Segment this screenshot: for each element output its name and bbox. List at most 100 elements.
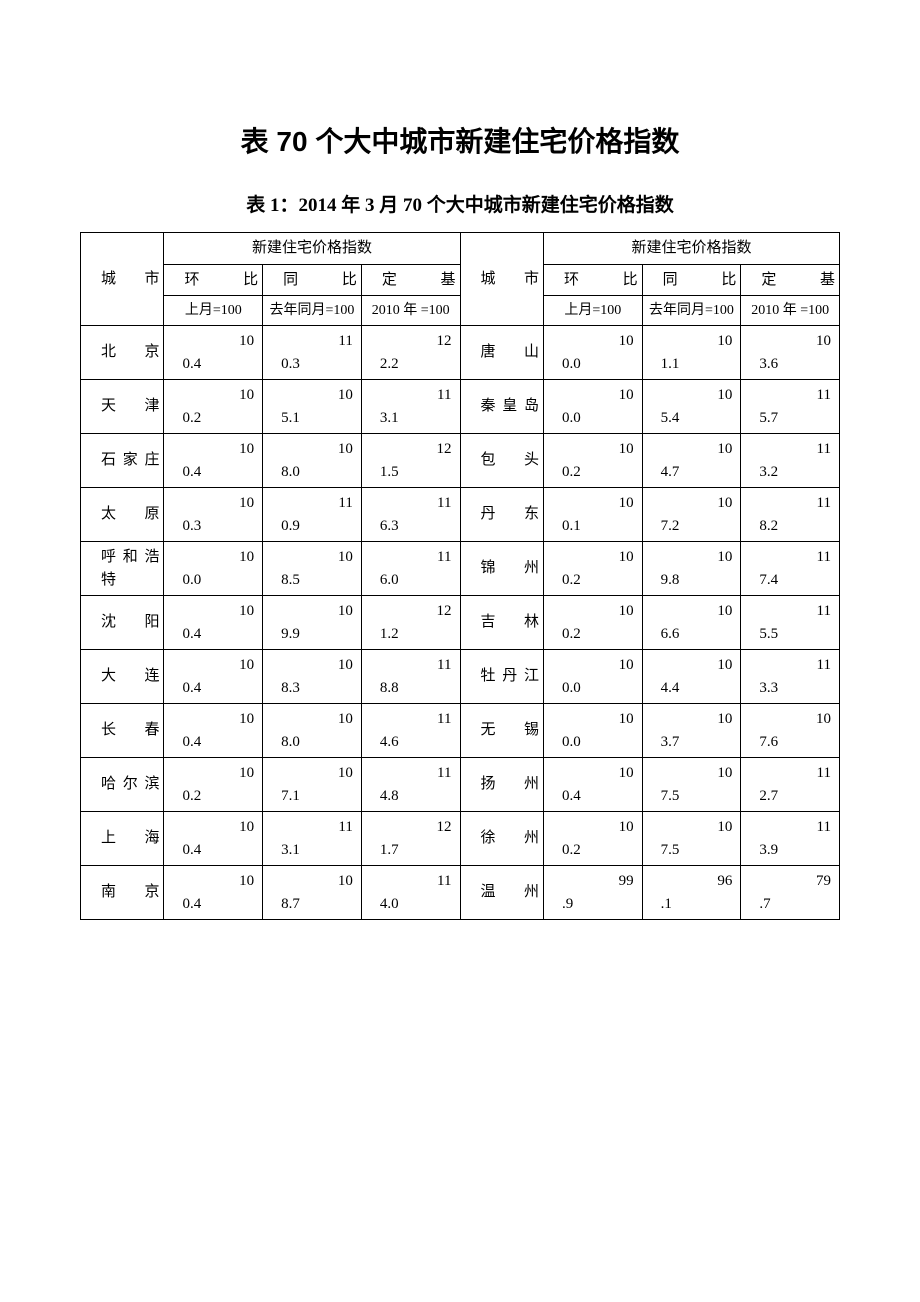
main-title: 表 70 个大中城市新建住宅价格指数 (80, 120, 840, 160)
value-cell: 100.4 (164, 650, 263, 704)
header-col1-right: 环比 (543, 264, 642, 296)
city-cell: 南 京 (81, 866, 164, 920)
value-cell: 109.8 (642, 542, 741, 596)
value-cell: 116.0 (361, 542, 460, 596)
city-cell: 哈 尔 滨 (81, 758, 164, 812)
header-city-right: 城市 (460, 233, 543, 326)
value-cell: 108.5 (263, 542, 362, 596)
value-cell: 113.1 (263, 812, 362, 866)
value-cell: 109.9 (263, 596, 362, 650)
table-row: 上 海100.4113.1121.7徐 州100.2107.5113.9 (81, 812, 840, 866)
value-cell: 114.6 (361, 704, 460, 758)
header-city-left: 城市 (81, 233, 164, 326)
value-cell: 101.1 (642, 326, 741, 380)
value-cell: 100.4 (164, 434, 263, 488)
value-cell: 105.1 (263, 380, 362, 434)
header-group-right: 新建住宅价格指数 (543, 233, 839, 265)
value-cell: 108.3 (263, 650, 362, 704)
value-cell: 108.7 (263, 866, 362, 920)
value-cell: 100.0 (543, 704, 642, 758)
value-cell: 100.4 (164, 866, 263, 920)
header-col3-left: 定基 (361, 264, 460, 296)
value-cell: 112.7 (741, 758, 840, 812)
value-cell: 107.2 (642, 488, 741, 542)
city-cell: 无 锡 (460, 704, 543, 758)
value-cell: 118.8 (361, 650, 460, 704)
city-cell: 天 津 (81, 380, 164, 434)
value-cell: 100.1 (543, 488, 642, 542)
price-index-table: 城市 新建住宅价格指数 城市 新建住宅价格指数 环比 同比 定基 环比 同比 定… (80, 232, 840, 920)
table-row: 太 原100.3110.9116.3丹 东100.1107.2118.2 (81, 488, 840, 542)
city-cell: 温 州 (460, 866, 543, 920)
value-cell: 104.7 (642, 434, 741, 488)
value-cell: 108.0 (263, 704, 362, 758)
table-row: 北 京100.4110.3122.2唐 山100.0101.1103.6 (81, 326, 840, 380)
value-cell: 103.7 (642, 704, 741, 758)
value-cell: 100.0 (543, 326, 642, 380)
value-cell: 100.4 (164, 596, 263, 650)
value-cell: 107.1 (263, 758, 362, 812)
header-col2-left: 同比 (263, 264, 362, 296)
value-cell: 113.1 (361, 380, 460, 434)
value-cell: 121.2 (361, 596, 460, 650)
city-cell: 呼 和 浩 特 (81, 542, 164, 596)
value-cell: 79.7 (741, 866, 840, 920)
city-cell: 长 春 (81, 704, 164, 758)
value-cell: 100.4 (164, 704, 263, 758)
header-col3-right: 定基 (741, 264, 840, 296)
value-cell: 114.0 (361, 866, 460, 920)
city-cell: 吉 林 (460, 596, 543, 650)
value-cell: 117.4 (741, 542, 840, 596)
sub-title: 表 1：2014 年 3 月 70 个大中城市新建住宅价格指数 (80, 190, 840, 217)
value-cell: 100.2 (164, 380, 263, 434)
value-cell: 113.3 (741, 650, 840, 704)
header-sub1-right: 上月=100 (543, 296, 642, 326)
value-cell: 121.5 (361, 434, 460, 488)
city-cell: 锦 州 (460, 542, 543, 596)
value-cell: 99.9 (543, 866, 642, 920)
value-cell: 115.7 (741, 380, 840, 434)
value-cell: 100.0 (164, 542, 263, 596)
value-cell: 110.9 (263, 488, 362, 542)
city-cell: 大 连 (81, 650, 164, 704)
value-cell: 108.0 (263, 434, 362, 488)
header-sub3-left: 2010 年 =100 (361, 296, 460, 326)
city-cell: 包 头 (460, 434, 543, 488)
table-row: 呼 和 浩 特100.0108.5116.0锦 州100.2109.8117.4 (81, 542, 840, 596)
value-cell: 114.8 (361, 758, 460, 812)
value-cell: 116.3 (361, 488, 460, 542)
table-row: 长 春100.4108.0114.6无 锡100.0103.7107.6 (81, 704, 840, 758)
table-body: 北 京100.4110.3122.2唐 山100.0101.1103.6天 津1… (81, 326, 840, 920)
city-cell: 北 京 (81, 326, 164, 380)
city-cell: 唐 山 (460, 326, 543, 380)
value-cell: 100.2 (164, 758, 263, 812)
value-cell: 104.4 (642, 650, 741, 704)
value-cell: 100.3 (164, 488, 263, 542)
header-group-left: 新建住宅价格指数 (164, 233, 460, 265)
header-col2-right: 同比 (642, 264, 741, 296)
city-cell: 扬 州 (460, 758, 543, 812)
value-cell: 107.5 (642, 812, 741, 866)
table-row: 南 京100.4108.7114.0温 州99.996.179.7 (81, 866, 840, 920)
header-sub2-left: 去年同月=100 (263, 296, 362, 326)
table-row: 大 连100.4108.3118.8牡 丹 江100.0104.4113.3 (81, 650, 840, 704)
city-cell: 沈 阳 (81, 596, 164, 650)
value-cell: 113.2 (741, 434, 840, 488)
value-cell: 107.5 (642, 758, 741, 812)
header-sub2-right: 去年同月=100 (642, 296, 741, 326)
value-cell: 100.4 (164, 812, 263, 866)
table-row: 哈 尔 滨100.2107.1114.8扬 州100.4107.5112.7 (81, 758, 840, 812)
table-row: 沈 阳100.4109.9121.2吉 林100.2106.6115.5 (81, 596, 840, 650)
city-cell: 石 家 庄 (81, 434, 164, 488)
value-cell: 100.2 (543, 812, 642, 866)
value-cell: 100.0 (543, 650, 642, 704)
value-cell: 100.2 (543, 434, 642, 488)
value-cell: 105.4 (642, 380, 741, 434)
city-cell: 太 原 (81, 488, 164, 542)
value-cell: 103.6 (741, 326, 840, 380)
value-cell: 107.6 (741, 704, 840, 758)
header-sub3-right: 2010 年 =100 (741, 296, 840, 326)
value-cell: 100.2 (543, 596, 642, 650)
value-cell: 96.1 (642, 866, 741, 920)
value-cell: 122.2 (361, 326, 460, 380)
